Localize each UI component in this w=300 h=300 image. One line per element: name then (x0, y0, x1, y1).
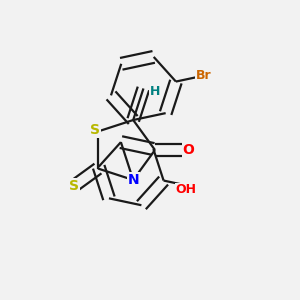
Text: O: O (182, 143, 194, 157)
Text: H: H (150, 85, 160, 98)
Text: OH: OH (176, 183, 197, 196)
Text: Br: Br (196, 69, 212, 82)
Text: S: S (69, 179, 79, 193)
Text: N: N (128, 173, 139, 187)
Text: S: S (90, 123, 100, 137)
